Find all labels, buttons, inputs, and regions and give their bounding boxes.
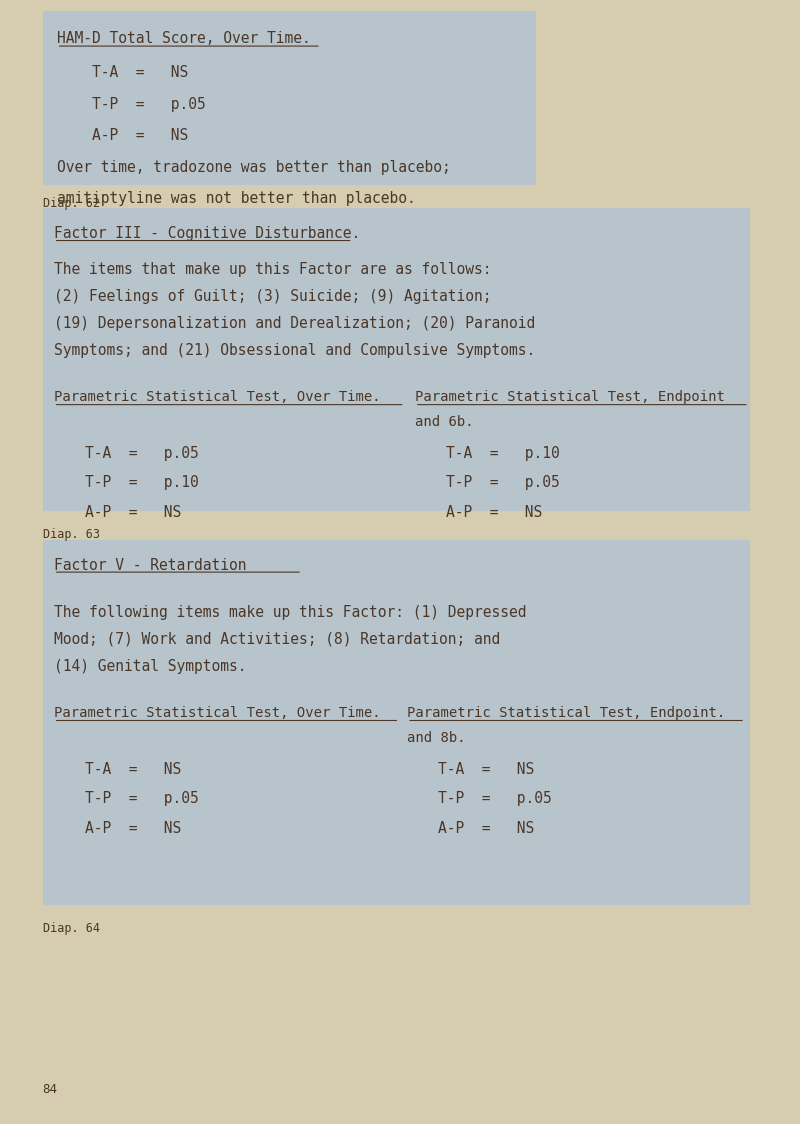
Text: (19) Depersonalization and Derealization; (20) Paranoid: (19) Depersonalization and Derealization… — [54, 316, 535, 330]
Text: Parametric Statistical Test, Over Time.: Parametric Statistical Test, Over Time. — [54, 390, 380, 404]
Text: amitiptyline was not better than placebo.: amitiptyline was not better than placebo… — [57, 191, 415, 206]
Text: A-P  =   NS: A-P = NS — [85, 821, 181, 835]
Text: and 6b.: and 6b. — [415, 415, 474, 428]
Text: Diap. 62: Diap. 62 — [42, 197, 100, 210]
Text: Factor III - Cognitive Disturbance.: Factor III - Cognitive Disturbance. — [54, 226, 360, 241]
Text: (2) Feelings of Guilt; (3) Suicide; (9) Agitation;: (2) Feelings of Guilt; (3) Suicide; (9) … — [54, 289, 491, 303]
FancyBboxPatch shape — [42, 540, 750, 905]
Text: Over time, tradozone was better than placebo;: Over time, tradozone was better than pla… — [57, 160, 450, 174]
Text: T-A  =   NS: T-A = NS — [438, 762, 534, 777]
Text: and 8b.: and 8b. — [407, 731, 466, 744]
Text: A-P  =   NS: A-P = NS — [446, 505, 542, 519]
Text: (14) Genital Symptoms.: (14) Genital Symptoms. — [54, 659, 246, 673]
Text: T-P  =   p.05: T-P = p.05 — [85, 791, 198, 806]
Text: T-P  =   p.05: T-P = p.05 — [57, 97, 206, 111]
Text: The items that make up this Factor are as follows:: The items that make up this Factor are a… — [54, 262, 491, 277]
Text: A-P  =   NS: A-P = NS — [57, 128, 188, 143]
Text: Factor V - Retardation: Factor V - Retardation — [54, 558, 246, 572]
FancyBboxPatch shape — [42, 208, 750, 511]
Text: Mood; (7) Work and Activities; (8) Retardation; and: Mood; (7) Work and Activities; (8) Retar… — [54, 632, 500, 646]
Text: T-A  =   NS: T-A = NS — [57, 65, 188, 80]
Text: Diap. 64: Diap. 64 — [42, 922, 100, 935]
Text: Symptoms; and (21) Obsessional and Compulsive Symptoms.: Symptoms; and (21) Obsessional and Compu… — [54, 343, 535, 357]
Text: T-A  =   NS: T-A = NS — [85, 762, 181, 777]
Text: 84: 84 — [42, 1082, 58, 1096]
Text: Parametric Statistical Test, Endpoint: Parametric Statistical Test, Endpoint — [415, 390, 725, 404]
Text: Diap. 63: Diap. 63 — [42, 528, 100, 542]
Text: The following items make up this Factor: (1) Depressed: The following items make up this Factor:… — [54, 605, 526, 619]
Text: T-A  =   p.10: T-A = p.10 — [446, 446, 560, 461]
Text: T-P  =   p.05: T-P = p.05 — [446, 475, 560, 490]
Text: Parametric Statistical Test, Over Time.: Parametric Statistical Test, Over Time. — [54, 706, 380, 719]
FancyBboxPatch shape — [42, 11, 536, 185]
Text: T-A  =   p.05: T-A = p.05 — [85, 446, 198, 461]
Text: Parametric Statistical Test, Endpoint.: Parametric Statistical Test, Endpoint. — [407, 706, 726, 719]
Text: T-P  =   p.10: T-P = p.10 — [85, 475, 198, 490]
Text: A-P  =   NS: A-P = NS — [85, 505, 181, 519]
Text: HAM-D Total Score, Over Time.: HAM-D Total Score, Over Time. — [57, 31, 310, 46]
Text: A-P  =   NS: A-P = NS — [438, 821, 534, 835]
Text: T-P  =   p.05: T-P = p.05 — [438, 791, 552, 806]
